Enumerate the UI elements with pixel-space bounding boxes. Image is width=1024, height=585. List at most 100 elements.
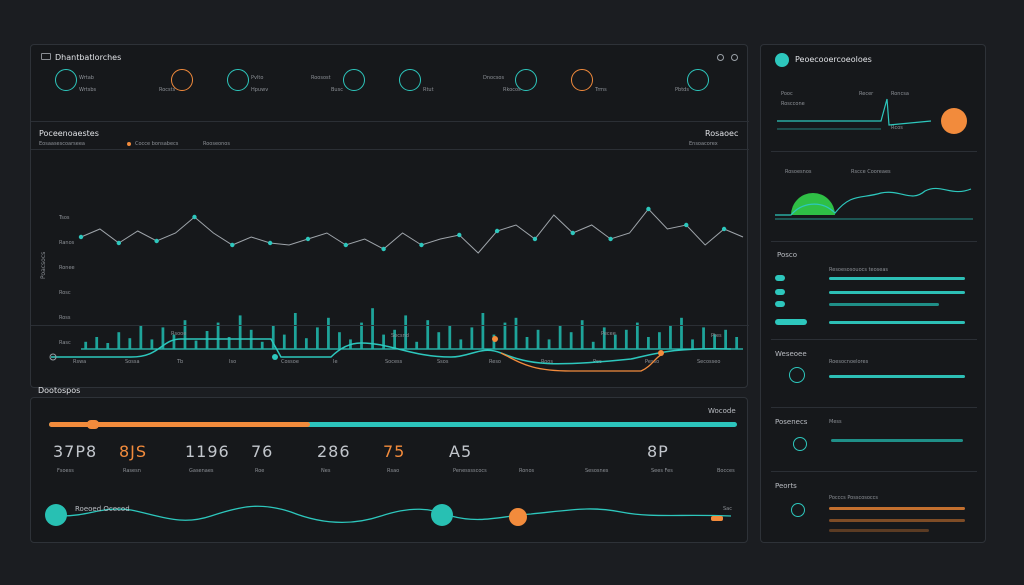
stat-label: Rasesn [123,468,141,474]
lower-teal-line [51,338,732,365]
legend-swatch [127,142,131,146]
x-tick-label: Socess [385,359,403,365]
bar [735,337,739,349]
tile-sublabel: Trms [595,87,607,93]
bar [713,334,716,349]
progress-handle[interactable] [87,420,99,429]
main-dashboard-panel: Dhantbatlorches Wrtab Wrtsbs Rocsts Pvlto Hp… [30,44,749,388]
bar [360,322,363,349]
bottom-section-title: Dootospos [38,386,81,395]
settings-icon[interactable] [717,54,724,61]
metric-tile[interactable]: Pbtds [651,65,717,111]
wave-start-knob[interactable] [45,504,67,526]
main-line-bar-chart: Tsos Ranos Ronee Rosc Ross Rasc Poacsocs Rswa So… [40,206,744,365]
x-tick-label: Tb [176,359,183,365]
progress-track[interactable] [49,422,737,427]
line-point [457,232,462,238]
bar [150,339,154,349]
x-tick-label: Rswa [73,359,86,365]
metric-tile[interactable]: Wrtab Wrtsbs [49,65,115,111]
stat-value: 286 [317,442,351,461]
tile-sublabel: Rocsts [159,87,176,93]
line-point [684,222,689,228]
side-slider-knob[interactable] [775,301,785,307]
bar [437,332,441,349]
x-tick-label: Ie [333,359,338,365]
bar [580,320,584,349]
side-slider[interactable] [829,321,965,324]
chart-legend: Cocce bonsabecs [135,141,179,147]
side-slider-knob[interactable] [775,289,785,295]
metric-tile[interactable]: Dnocsos Rkocos [479,65,545,111]
lower-chart-label: Ptes [711,333,722,339]
tile-label: Roosost [311,75,331,81]
metric-tile[interactable]: Roosost Busc [307,65,373,111]
bar [658,332,661,349]
side-mini-label-5: Rcos [891,125,903,131]
lower-chart-label: Rsooe [171,331,186,337]
section5-bar-2[interactable] [829,519,965,522]
section4-icon[interactable] [793,437,807,451]
section5-bar-3[interactable] [829,529,929,532]
wave-orange-knob[interactable] [509,508,527,526]
y-tick-label: Tsos [58,215,70,221]
section5-icon[interactable] [791,503,805,517]
section5-bar-1[interactable] [829,507,965,510]
side-panel: Peoecooercoeoloes Pooc Rosccone Recer Ro… [760,44,986,543]
section3-bar[interactable] [829,375,965,378]
side-mini-label-2: Rosccone [781,101,805,107]
metric-tile[interactable]: Rocsts [135,65,201,111]
side-slider[interactable] [829,277,965,280]
bar [624,329,628,349]
metric-tile[interactable]: Pvlto Hpuwv [221,65,287,111]
metric-tile[interactable]: Trms [565,65,631,111]
x-tick-label: Secosseo [697,359,720,365]
lower-point [658,350,664,356]
chart-right-title: Rosaoec [705,129,739,138]
lower-point [272,354,278,360]
close-icon[interactable] [731,54,738,61]
wave-end-knob[interactable] [711,516,723,521]
progress-fill [49,422,310,427]
bar [293,313,297,349]
line-point [78,234,84,240]
x-tick-label: Pesso [645,359,659,365]
stat-label: Sesosnes [585,468,609,474]
bar [492,334,496,349]
chart-header-divider [31,149,749,150]
stat-label: Nes [321,468,331,474]
stat-label: Gasenaes [189,468,214,474]
bar [117,332,121,349]
bar [393,329,397,349]
side-slider[interactable] [829,291,965,294]
line-series [80,208,744,254]
y-axis-label: Poacsocs [40,252,47,279]
line-point [646,206,651,212]
metric-tile[interactable]: Rtut [393,65,459,111]
section3-icon[interactable] [789,367,805,383]
lower-start-point [49,353,57,361]
lower-point [492,336,498,342]
side-divider-1 [771,151,977,152]
activity-icon [515,69,537,91]
wave-mid-knob[interactable] [431,504,453,526]
orange-indicator-icon [941,108,967,134]
line-point [721,226,727,232]
section4-bar[interactable] [831,439,963,442]
bottom-right-label: Wocode [708,407,736,415]
bar [591,341,595,349]
bar [205,331,209,349]
side-slider-knob[interactable] [775,319,807,325]
bar [602,327,606,349]
side-slider[interactable] [829,303,939,306]
line-point [305,236,311,242]
tile-label: Pvlto [251,75,264,81]
line-point [494,228,500,234]
gauge-label: Rosoesnos [785,169,812,175]
bar [691,339,694,349]
section4-subtitle: Mess [829,419,842,425]
line-point [532,236,538,242]
bottom-wave [60,505,732,524]
side-gauge-chart [775,187,973,220]
side-slider-knob[interactable] [775,275,785,281]
